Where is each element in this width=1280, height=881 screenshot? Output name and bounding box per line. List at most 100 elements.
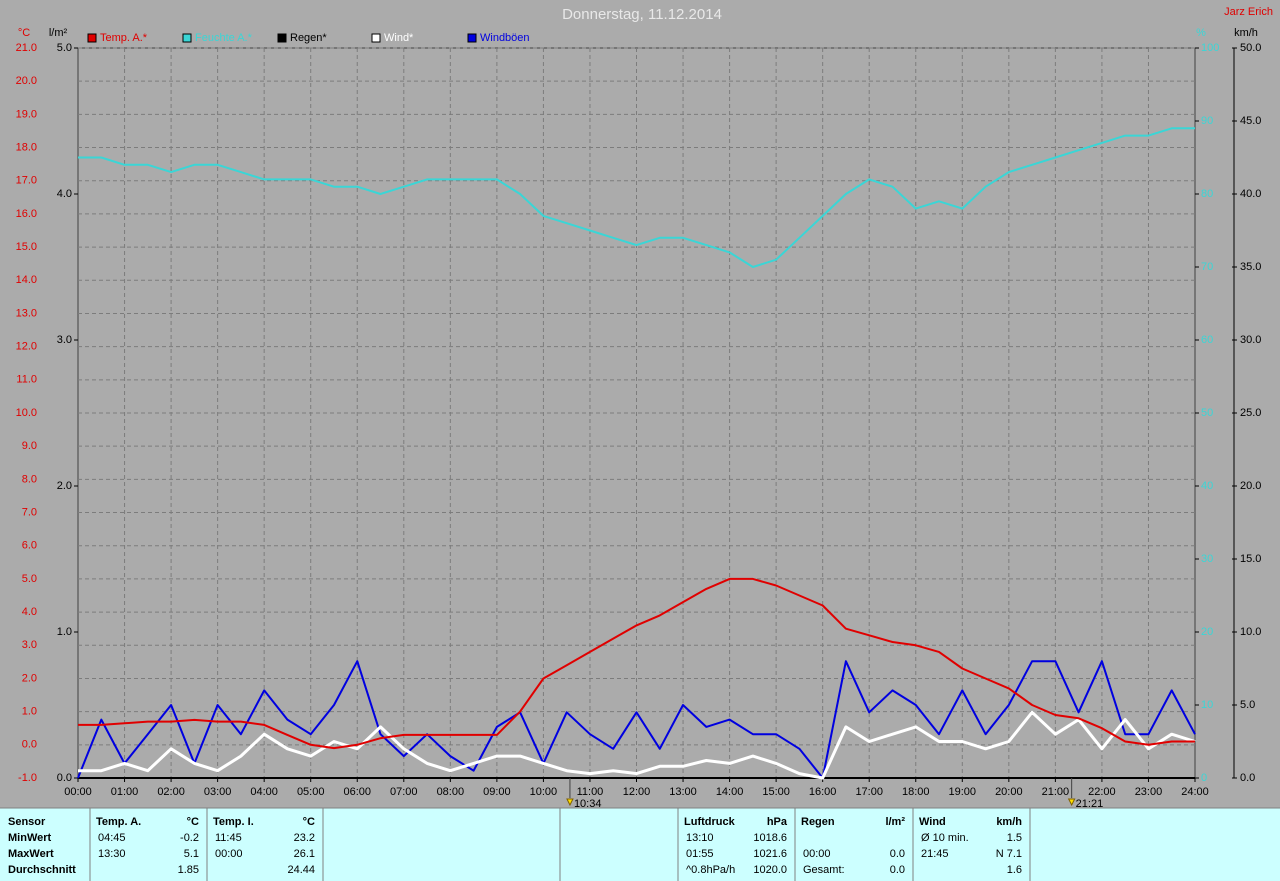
cell-value: 1.5 (1007, 832, 1022, 844)
x-tick-label: 21:00 (1042, 786, 1070, 798)
y3-tick-label: 10 (1201, 699, 1213, 711)
y-tick-label: 18.0 (16, 141, 37, 153)
y3-tick-label: 80 (1201, 188, 1213, 200)
y3-tick-label: 90 (1201, 115, 1213, 127)
y3-tick-label: 100 (1201, 42, 1219, 54)
y4-tick-label: 40.0 (1240, 188, 1261, 200)
x-tick-label: 24:00 (1181, 786, 1209, 798)
x-tick-label: 05:00 (297, 786, 325, 798)
series-line (78, 710, 1196, 780)
x-tick-label: 07:00 (390, 786, 418, 798)
y-tick-label: 2.0 (22, 672, 37, 684)
legend-swatch (87, 33, 97, 43)
row-label: MinWert (8, 832, 52, 844)
x-tick-label: 23:00 (1135, 786, 1163, 798)
x-tick-label: 13:00 (669, 786, 697, 798)
y3-tick-label: 30 (1201, 553, 1213, 565)
y4-tick-label: 30.0 (1240, 334, 1261, 346)
y4-tick-label: 0.0 (1240, 772, 1255, 784)
legend-label: Feuchte A.* (195, 32, 253, 44)
y-tick-label: 7.0 (22, 506, 37, 518)
block-header: Temp. A. (96, 816, 141, 828)
cell-value: 1020.0 (753, 864, 787, 876)
y3-tick-label: 40 (1201, 480, 1213, 492)
legend-label: Regen* (290, 32, 327, 44)
cell-value: 0.0 (890, 848, 905, 860)
annotation-marker (566, 798, 574, 807)
cell-label: 01:55 (686, 848, 714, 860)
y-tick-label: 13.0 (16, 307, 37, 319)
x-tick-label: 02:00 (157, 786, 185, 798)
y3-tick-label: 50 (1201, 407, 1213, 419)
y-tick-label: -1.0 (18, 772, 37, 784)
x-tick-label: 11:00 (577, 786, 604, 798)
block-unit: hPa (767, 816, 788, 828)
legend-label: Temp. A.* (100, 32, 148, 44)
cell-value: 1.85 (178, 864, 199, 876)
y2-tick-label: 5.0 (57, 42, 72, 54)
x-tick-label: 00:00 (64, 786, 92, 798)
y-tick-label: 6.0 (22, 540, 37, 552)
row-label: Durchschnitt (8, 864, 76, 876)
cell-value: 1.6 (1007, 864, 1022, 876)
cell-label: 00:00 (803, 848, 831, 860)
x-tick-label: 12:00 (623, 786, 651, 798)
x-tick-label: 19:00 (949, 786, 977, 798)
y4-tick-label: 50.0 (1240, 42, 1261, 54)
y-tick-label: 5.0 (22, 573, 37, 585)
y2-tick-label: 1.0 (57, 626, 72, 638)
cell-value: -0.2 (180, 832, 199, 844)
block-header: Temp. I. (213, 816, 254, 828)
legend-swatch (182, 33, 192, 43)
y-tick-label: 16.0 (16, 208, 37, 220)
row-label: Sensor (8, 816, 46, 828)
y4-tick-label: 35.0 (1240, 261, 1261, 273)
series-line (77, 660, 1196, 779)
y3-tick-label: 20 (1201, 626, 1213, 638)
y-tick-label: 8.0 (22, 473, 37, 485)
cell-label: ^0.8hPa/h (686, 864, 735, 876)
y3-axis-unit: % (1196, 27, 1206, 39)
summary-table: Sensor MinWert MaxWert Durchschnitt Temp. A.… (0, 807, 1280, 881)
y-tick-label: 0.0 (22, 739, 37, 751)
y-tick-label: 9.0 (22, 440, 37, 452)
legend-swatch (277, 33, 287, 43)
x-tick-label: 16:00 (809, 786, 837, 798)
block-header: Regen (801, 816, 835, 828)
author: Jarz Erich (1224, 6, 1273, 18)
legend-label: Windböen (480, 32, 530, 44)
y-tick-label: 20.0 (16, 75, 37, 87)
y2-tick-label: 4.0 (57, 188, 72, 200)
block-header: Luftdruck (684, 816, 736, 828)
cell-value: N 7.1 (996, 848, 1022, 860)
table-background (0, 808, 1280, 881)
cell-label: 13:30 (98, 848, 126, 860)
x-tick-label: 04:00 (250, 786, 278, 798)
annotation-label: 10:34 (574, 798, 602, 810)
x-tick-label: 22:00 (1088, 786, 1116, 798)
y-tick-label: 3.0 (22, 639, 37, 651)
y4-tick-label: 5.0 (1240, 699, 1255, 711)
y-tick-label: 4.0 (22, 606, 37, 618)
block-header: Wind (919, 816, 946, 828)
x-tick-label: 03:00 (204, 786, 232, 798)
block-unit: °C (303, 816, 315, 828)
cell-value: 1018.6 (753, 832, 787, 844)
cell-value: 26.1 (294, 848, 315, 860)
cell-value: 1021.6 (753, 848, 787, 860)
x-tick-label: 15:00 (762, 786, 790, 798)
y-tick-label: 1.0 (22, 706, 37, 718)
y3-tick-label: 60 (1201, 334, 1213, 346)
cell-value: 23.2 (294, 832, 315, 844)
x-tick-label: 17:00 (855, 786, 883, 798)
y4-tick-label: 25.0 (1240, 407, 1261, 419)
y4-tick-label: 45.0 (1240, 115, 1261, 127)
y-tick-label: 14.0 (16, 274, 37, 286)
x-tick-label: 20:00 (995, 786, 1023, 798)
row-label: MaxWert (8, 848, 54, 860)
legend-swatch (371, 33, 381, 43)
x-tick-label: 14:00 (716, 786, 744, 798)
y4-tick-label: 20.0 (1240, 480, 1261, 492)
x-tick-label: 18:00 (902, 786, 930, 798)
